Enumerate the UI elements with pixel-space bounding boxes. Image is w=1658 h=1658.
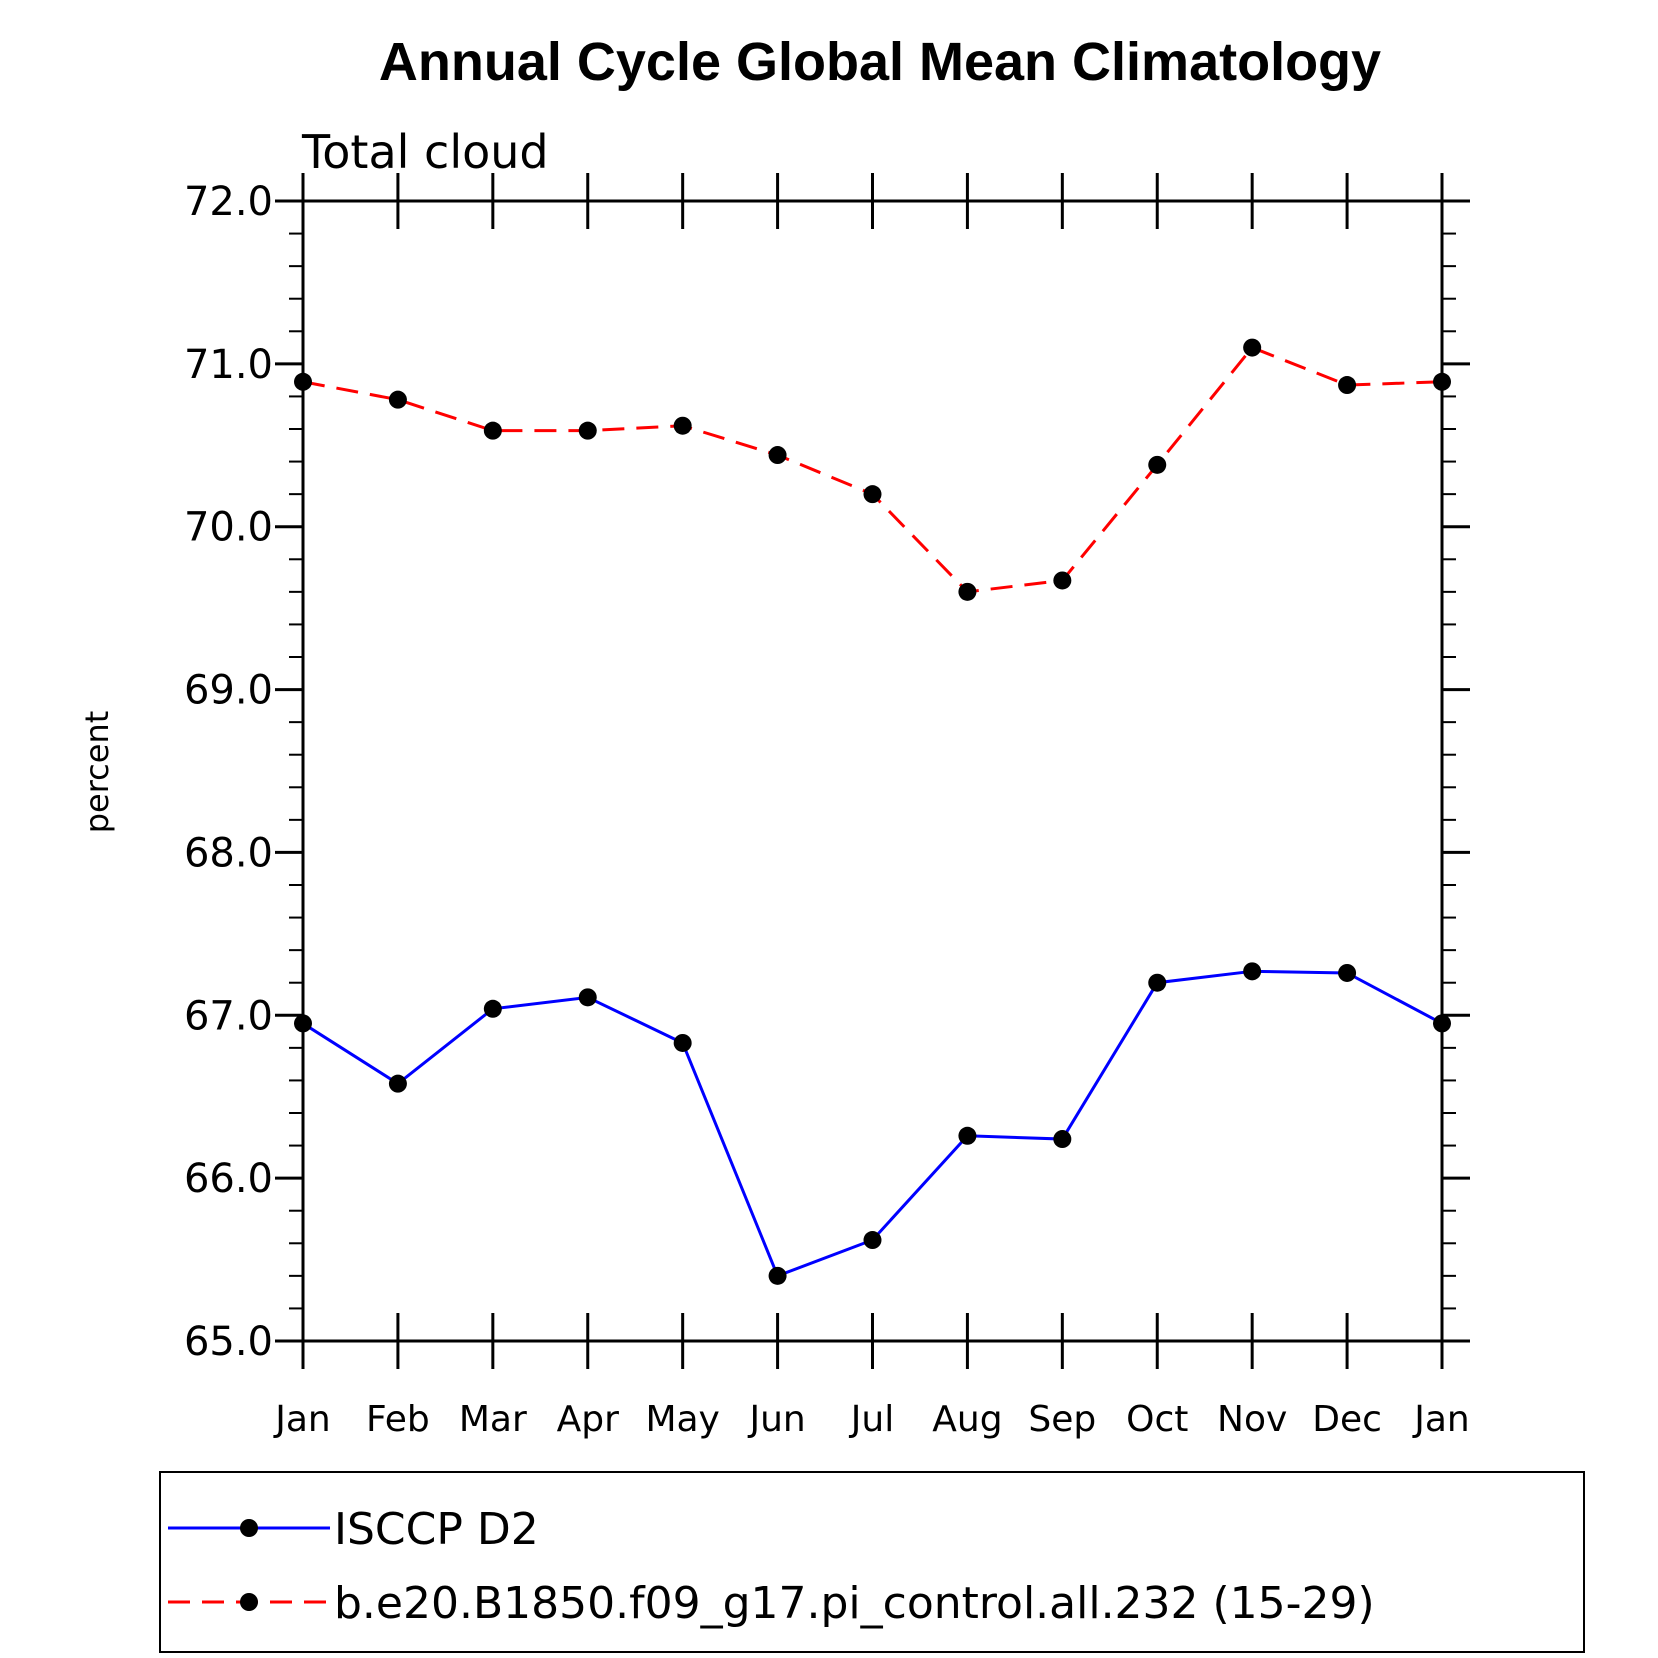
y-tick-label: 68.0 <box>184 830 273 876</box>
y-tick-label: 70.0 <box>184 505 273 551</box>
y-axis-label: percent <box>78 711 116 834</box>
x-tick-label: Jan <box>1412 1399 1470 1440</box>
y-tick-label: 66.0 <box>184 1156 273 1202</box>
y-tick-label: 72.0 <box>184 179 273 225</box>
series-1-point <box>768 1266 787 1285</box>
series-line-2 <box>302 345 1443 594</box>
series-1-point <box>483 999 502 1018</box>
series-1-point <box>1243 962 1262 981</box>
legend-marker-2 <box>240 1593 258 1611</box>
series-1-point <box>958 1126 977 1145</box>
tick-labels: Jan Feb Mar Apr May Jun Jul Aug Sep Oct Nov Dec Jan6… <box>184 179 1470 1440</box>
x-tick-label: Feb <box>366 1399 430 1440</box>
chart-subtitle: Total cloud <box>301 125 549 179</box>
series-2-point <box>1338 376 1357 395</box>
series-2-point <box>1053 571 1072 590</box>
series-2-point <box>1243 338 1262 357</box>
legend-label-1: ISCCP D2 <box>334 1504 539 1555</box>
y-tick-label: 71.0 <box>184 342 273 388</box>
series-1-point <box>1148 973 1167 992</box>
x-tick-label: Mar <box>459 1399 527 1440</box>
series-2-point <box>1148 455 1167 474</box>
x-tick-label: Sep <box>1028 1399 1096 1440</box>
series-1-point <box>1053 1130 1072 1149</box>
chart-title: Annual Cycle Global Mean Climatology <box>379 32 1381 92</box>
x-tick-label: Apr <box>557 1399 619 1440</box>
series-1-point <box>578 988 597 1007</box>
x-tick-label: Jan <box>273 1399 331 1440</box>
series-1-point <box>863 1231 882 1250</box>
y-tick-label: 69.0 <box>184 668 273 714</box>
x-tick-label: May <box>645 1399 719 1440</box>
series-2-point <box>483 421 502 440</box>
series-1-point <box>388 1074 407 1093</box>
series-layer <box>294 338 1451 1285</box>
x-tick-label: Oct <box>1126 1399 1188 1440</box>
x-tick-label: Jun <box>747 1399 805 1440</box>
x-tick-label: Aug <box>932 1399 1002 1440</box>
x-tick-label: Dec <box>1312 1399 1382 1440</box>
axis-ticks <box>275 173 1470 1369</box>
series-1-point <box>1338 963 1357 982</box>
series-1-point <box>673 1033 692 1052</box>
y-tick-label: 65.0 <box>184 1319 273 1365</box>
series-2-point <box>863 485 882 504</box>
series-2-point <box>673 416 692 435</box>
series-2-point <box>768 446 787 465</box>
legend-marker-1 <box>240 1519 258 1537</box>
series-2-point <box>388 390 407 409</box>
legend-label-2: b.e20.B1850.f09_g17.pi_control.all.232 (… <box>334 1578 1375 1629</box>
x-tick-label: Jul <box>849 1399 894 1440</box>
series-2-point <box>958 582 977 601</box>
y-tick-label: 67.0 <box>184 993 273 1039</box>
legend: ISCCP D2 b.e20.B1850.f09_g17.pi_control.a… <box>159 1471 1585 1653</box>
x-tick-label: Nov <box>1217 1399 1287 1440</box>
legend-box <box>159 1471 1585 1653</box>
series-2-point <box>578 421 597 440</box>
series-line-1 <box>302 969 1443 1278</box>
plot-frame <box>301 199 1444 1343</box>
